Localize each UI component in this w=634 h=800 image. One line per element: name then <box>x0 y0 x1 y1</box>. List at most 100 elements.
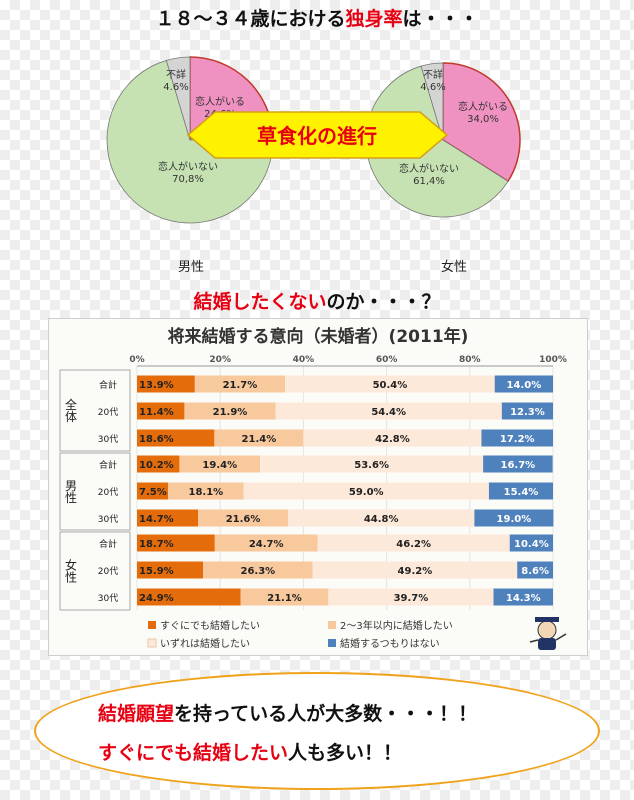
pie-slice-label: 恋人がいない <box>158 160 218 173</box>
bar-data-label: 24.7% <box>249 539 284 550</box>
bar-segment <box>137 402 185 420</box>
bar-data-label: 39.7% <box>394 593 429 604</box>
pie-gender-female: 女性 <box>441 260 468 275</box>
bar-segment <box>260 455 484 473</box>
bar-segment <box>214 429 304 447</box>
question-text: 結婚したくないのか・・・？ <box>0 287 634 314</box>
bar-segment <box>214 534 318 552</box>
bar-data-label: 15.9% <box>139 566 174 577</box>
legend-swatch <box>147 638 157 648</box>
row-label: 20代 <box>98 566 118 577</box>
bar-segment <box>168 482 244 500</box>
pie-slice-value: 4.6% <box>420 82 445 93</box>
bar-segment <box>501 402 553 420</box>
conclusion-ellipse <box>34 672 600 790</box>
bar-segment <box>312 561 518 579</box>
x-tick-label: 20% <box>209 355 231 365</box>
bar-data-label: 53.6% <box>354 460 389 471</box>
pie-slice-value: 34,0% <box>467 114 499 125</box>
bar-data-label: 16.7% <box>500 460 535 471</box>
pie-slice-label: 恋人がいない <box>399 162 459 175</box>
bar-segment <box>317 534 510 552</box>
bar-segment <box>517 561 553 579</box>
bar-data-label: 46.2% <box>396 539 431 550</box>
bar-segment <box>474 509 554 527</box>
group-label: 女性 <box>64 558 78 584</box>
title-prefix: １８〜３４歳における <box>155 8 346 30</box>
bar-segment <box>137 509 199 527</box>
bar-segment <box>483 455 553 473</box>
pie-slice-label: 不詳 <box>166 68 186 81</box>
conclusion-line-1: 結婚願望を持っている人が大多数・・・！！ <box>98 699 477 726</box>
bar-data-label: 21.6% <box>226 514 261 525</box>
bar-segment <box>184 402 276 420</box>
bar-segment <box>137 455 180 473</box>
bar-data-label: 44.8% <box>364 514 399 525</box>
pie-slice-label: 恋人がいる <box>195 95 245 108</box>
x-tick-label: 0% <box>129 355 144 365</box>
pie-slice-value: 61,4% <box>413 176 445 187</box>
row-label: 合計 <box>99 459 117 471</box>
bar-data-label: 11.4% <box>139 407 174 418</box>
bar-segment <box>303 429 482 447</box>
x-tick-label: 60% <box>376 355 398 365</box>
pie-slice <box>442 62 521 183</box>
bar-data-label: 14.3% <box>506 593 541 604</box>
bar-data-label: 10.4% <box>514 539 549 550</box>
bar-data-label: 18.1% <box>188 487 223 498</box>
bar-data-label: 10.2% <box>139 460 174 471</box>
question-highlight: 結婚したくない <box>193 291 327 313</box>
title-suffix: は・・・ <box>402 8 479 30</box>
double-arrow-icon <box>186 111 449 159</box>
title-highlight: 独身率 <box>345 8 403 30</box>
bar-segment <box>203 561 313 579</box>
bar-data-label: 26.3% <box>240 566 275 577</box>
bar-data-label: 14.7% <box>139 514 174 525</box>
conclusion-line-2-highlight: すぐにでも結婚したい <box>98 742 289 764</box>
bar-segment <box>137 429 215 447</box>
bar-segment <box>198 509 289 527</box>
row-label: 30代 <box>98 514 118 525</box>
bar-data-label: 24.9% <box>139 593 174 604</box>
conclusion-line-1-highlight: 結婚願望 <box>98 703 175 725</box>
pie-slice <box>165 56 191 141</box>
pie-slice-value: 4.6% <box>163 82 188 93</box>
bar-data-label: 54.4% <box>371 407 406 418</box>
bar-data-label: 18.7% <box>139 539 174 550</box>
pie-slice <box>420 62 444 141</box>
bar-data-label: 14.0% <box>507 380 542 391</box>
row-label: 20代 <box>98 407 118 418</box>
group-label: 男性 <box>64 480 78 505</box>
row-label: 合計 <box>99 538 117 550</box>
pie-gender-male: 男性 <box>178 260 205 275</box>
bar-data-label: 21.9% <box>213 407 248 418</box>
pie-slice-value: 70,8% <box>172 174 204 185</box>
x-tick-label: 40% <box>293 355 315 365</box>
bar-chart-title: 将来結婚する意向（未婚者）(2011年) <box>167 327 469 347</box>
bar-segment <box>243 482 489 500</box>
bar-segment <box>137 375 195 393</box>
bar-data-label: 7.5% <box>139 487 167 498</box>
bar-segment <box>137 588 241 606</box>
mascot-icon <box>529 617 567 650</box>
legend-swatch <box>328 621 336 629</box>
row-label: 30代 <box>98 593 118 604</box>
bar-segment <box>194 375 286 393</box>
bar-data-label: 13.9% <box>139 380 174 391</box>
pie-slice-label: 不詳 <box>423 68 443 81</box>
main-title: １８〜３４歳における独身率は・・・ <box>0 4 634 31</box>
question-suffix: のか・・・？ <box>326 291 441 313</box>
bar-data-label: 21.7% <box>223 380 258 391</box>
row-label: 30代 <box>98 434 118 445</box>
conclusion-line-1-suffix: を持っている人が大多数・・・！！ <box>174 703 478 725</box>
group-bracket <box>59 369 131 452</box>
row-label: 20代 <box>98 487 118 498</box>
bar-data-label: 42.8% <box>375 434 410 445</box>
group-bracket <box>59 452 131 531</box>
bar-data-label: 21.1% <box>267 593 302 604</box>
pie-slice <box>106 59 274 224</box>
bar-data-label: 19.4% <box>202 460 237 471</box>
bar-data-label: 21.4% <box>242 434 277 445</box>
bar-data-label: 8.6% <box>521 566 549 577</box>
bar-segment <box>288 509 475 527</box>
